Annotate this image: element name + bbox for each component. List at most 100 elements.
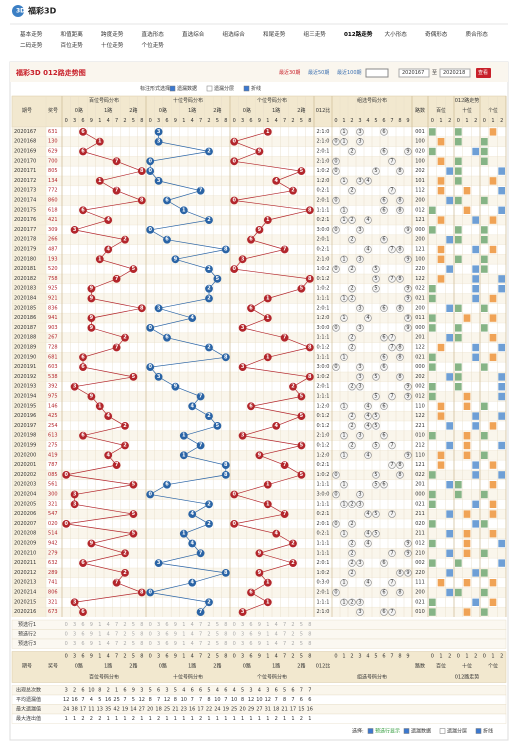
preselect-digit[interactable]: 7 <box>283 631 286 637</box>
preselect-digit[interactable]: 8 <box>140 622 143 628</box>
preselect-digit[interactable]: 0 <box>149 641 152 647</box>
nav-tab[interactable]: 012路走势 <box>344 30 373 38</box>
preselect-digit[interactable]: 9 <box>90 641 93 647</box>
preselect-digit[interactable]: 0 <box>233 622 236 628</box>
recent-link[interactable]: 最近50期 <box>308 69 329 76</box>
preselect-digit[interactable]: 8 <box>224 631 227 637</box>
preselect-digit[interactable]: 5 <box>132 622 135 628</box>
preselect-digit[interactable]: 2 <box>123 622 126 628</box>
nav-tab[interactable]: 质合形态 <box>466 30 489 38</box>
preselect-digit[interactable]: 3 <box>73 641 76 647</box>
preselect-digit[interactable]: 5 <box>300 631 303 637</box>
preselect-digit[interactable]: 1 <box>182 622 185 628</box>
checkbox[interactable] <box>169 85 176 92</box>
nav-tab[interactable]: 跨度走势 <box>101 30 124 38</box>
nav-tab[interactable]: 组三走势 <box>304 30 327 38</box>
preselect-digit[interactable]: 4 <box>191 631 194 637</box>
preselect-digit[interactable]: 2 <box>207 631 210 637</box>
preselect-digit[interactable]: 2 <box>207 641 210 647</box>
preselect-digit[interactable]: 5 <box>216 641 219 647</box>
preselect-digit[interactable]: 4 <box>275 641 278 647</box>
preselect-digit[interactable]: 6 <box>81 622 84 628</box>
preselect-digit[interactable]: 9 <box>258 641 261 647</box>
checkbox[interactable] <box>206 85 213 92</box>
checkbox[interactable] <box>367 728 374 734</box>
preselect-digit[interactable]: 3 <box>241 641 244 647</box>
nav-tab[interactable]: 大小形态 <box>385 30 408 38</box>
preselect-digit[interactable]: 1 <box>266 631 269 637</box>
preselect-digit[interactable]: 8 <box>140 641 143 647</box>
preselect-digit[interactable]: 1 <box>182 631 185 637</box>
preselect-digit[interactable]: 0 <box>149 622 152 628</box>
preselect-digit[interactable]: 3 <box>241 631 244 637</box>
preselect-digit[interactable]: 8 <box>224 622 227 628</box>
preselect-digit[interactable]: 7 <box>283 622 286 628</box>
preselect-digit[interactable]: 3 <box>73 622 76 628</box>
preselect-digit[interactable]: 7 <box>115 622 118 628</box>
preselect-digit[interactable]: 3 <box>157 622 160 628</box>
preselect-digit[interactable]: 9 <box>174 622 177 628</box>
preselect-digit[interactable]: 0 <box>65 622 68 628</box>
nav-tab[interactable]: 二码走势 <box>20 41 43 49</box>
preselect-digit[interactable]: 3 <box>73 631 76 637</box>
preselect-digit[interactable]: 9 <box>258 622 261 628</box>
preselect-digit[interactable]: 2 <box>291 641 294 647</box>
checkbox[interactable] <box>439 728 446 734</box>
preselect-digit[interactable]: 2 <box>291 622 294 628</box>
nav-tab[interactable]: 十位走势 <box>101 41 124 49</box>
period-select[interactable] <box>365 68 389 78</box>
recent-link[interactable]: 最近100期 <box>337 69 362 76</box>
preselect-digit[interactable]: 6 <box>81 631 84 637</box>
nav-tab[interactable]: 直选形态 <box>142 30 165 38</box>
preselect-digit[interactable]: 4 <box>107 641 110 647</box>
view-button[interactable] <box>476 68 491 78</box>
preselect-digit[interactable]: 3 <box>157 631 160 637</box>
preselect-digit[interactable]: 5 <box>216 622 219 628</box>
preselect-digit[interactable]: 5 <box>300 641 303 647</box>
preselect-digit[interactable]: 2 <box>291 631 294 637</box>
preselect-digit[interactable]: 7 <box>115 631 118 637</box>
preselect-digit[interactable]: 6 <box>249 622 252 628</box>
preselect-digit[interactable]: 6 <box>165 631 168 637</box>
preselect-digit[interactable]: 3 <box>157 641 160 647</box>
preselect-digit[interactable]: 1 <box>98 641 101 647</box>
preselect-digit[interactable]: 0 <box>233 631 236 637</box>
nav-tab[interactable]: 基本走势 <box>20 30 43 38</box>
checkbox[interactable] <box>243 85 250 92</box>
preselect-digit[interactable]: 7 <box>199 641 202 647</box>
preselect-digit[interactable]: 7 <box>199 631 202 637</box>
preselect-digit[interactable]: 5 <box>216 631 219 637</box>
preselect-digit[interactable]: 5 <box>300 622 303 628</box>
recent-link[interactable]: 最近30期 <box>279 69 300 76</box>
nav-tab[interactable]: 奇偶形态 <box>425 30 448 38</box>
preselect-digit[interactable]: 5 <box>132 641 135 647</box>
preselect-digit[interactable]: 9 <box>90 622 93 628</box>
preselect-digit[interactable]: 4 <box>275 622 278 628</box>
preselect-digit[interactable]: 8 <box>308 641 311 647</box>
preselect-digit[interactable]: 7 <box>115 641 118 647</box>
preselect-digit[interactable]: 4 <box>107 622 110 628</box>
preselect-digit[interactable]: 4 <box>275 631 278 637</box>
preselect-digit[interactable]: 7 <box>199 622 202 628</box>
nav-tab[interactable]: 组选综合 <box>223 30 246 38</box>
nav-tab[interactable]: 个位走势 <box>142 41 165 49</box>
preselect-digit[interactable]: 2 <box>123 641 126 647</box>
preselect-digit[interactable]: 6 <box>165 622 168 628</box>
nav-tab[interactable]: 和尾走势 <box>263 30 286 38</box>
preselect-digit[interactable]: 1 <box>98 631 101 637</box>
preselect-digit[interactable]: 0 <box>233 641 236 647</box>
preselect-digit[interactable]: 0 <box>65 631 68 637</box>
preselect-digit[interactable]: 4 <box>191 641 194 647</box>
preselect-digit[interactable]: 7 <box>283 641 286 647</box>
preselect-digit[interactable]: 6 <box>165 641 168 647</box>
preselect-digit[interactable]: 2 <box>123 631 126 637</box>
to-input[interactable] <box>439 68 471 78</box>
preselect-digit[interactable]: 4 <box>107 631 110 637</box>
nav-tab[interactable]: 直选综合 <box>182 30 205 38</box>
preselect-digit[interactable]: 8 <box>308 631 311 637</box>
checkbox[interactable] <box>475 728 482 734</box>
preselect-digit[interactable]: 8 <box>140 631 143 637</box>
preselect-digit[interactable]: 1 <box>182 641 185 647</box>
preselect-digit[interactable]: 9 <box>90 631 93 637</box>
preselect-digit[interactable]: 8 <box>224 641 227 647</box>
